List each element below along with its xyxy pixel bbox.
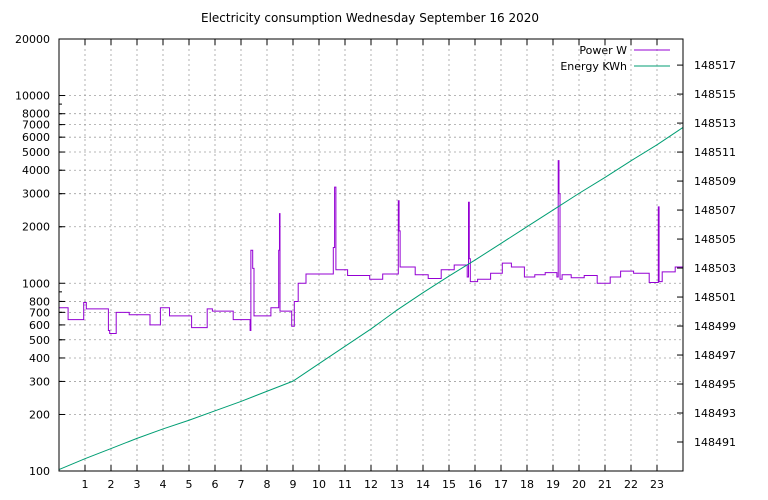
x-tick-label: 12 <box>364 478 378 491</box>
y2-tick-label: 148499 <box>694 320 736 333</box>
x-tick-label: 17 <box>494 478 508 491</box>
chart-title: Electricity consumption Wednesday Septem… <box>201 11 539 25</box>
y-tick-label: 2000 <box>22 221 50 234</box>
x-tick-label: 13 <box>390 478 404 491</box>
y-tick-label: 1000 <box>22 277 50 290</box>
y2-tick-label: 148495 <box>694 378 736 391</box>
y-tick-label: 700 <box>29 306 50 319</box>
legend-label: Power W <box>579 44 627 57</box>
x-tick-label: 7 <box>238 478 245 491</box>
y-tick-label: 600 <box>29 319 50 332</box>
x-tick-label: 9 <box>290 478 297 491</box>
y-tick-label: 100 <box>29 465 50 478</box>
y-tick-label: 10000 <box>15 90 50 103</box>
x-tick-label: 11 <box>338 478 352 491</box>
x-tick-label: 22 <box>624 478 638 491</box>
y-tick-label: 200 <box>29 408 50 421</box>
y2-tick-label: 148493 <box>694 407 736 420</box>
ticks: 1 2 3 4 5 6 7 8 9 10 11 12 13 14 15 16 17 18 19 20 21 22 23100… <box>15 33 736 491</box>
y-tick-label: 20000 <box>15 33 50 46</box>
y-tick-label: 4000 <box>22 164 50 177</box>
y-tick-label: 300 <box>29 375 50 388</box>
y2-tick-label: 148505 <box>694 233 736 246</box>
x-tick-label: 10 <box>312 478 326 491</box>
grid <box>59 39 683 471</box>
y2-tick-label: 148509 <box>694 175 736 188</box>
y-tick-label: 8000 <box>22 108 50 121</box>
plot-frame <box>58 38 684 472</box>
y2-tick-label: 148501 <box>694 291 736 304</box>
y2-tick-label: 148497 <box>694 349 736 362</box>
y2-tick-label: 148503 <box>694 262 736 275</box>
series-line-energy <box>58 127 684 471</box>
y-tick-label: 3000 <box>22 188 50 201</box>
y-tick-label: 800 <box>29 295 50 308</box>
x-tick-label: 8 <box>264 478 271 491</box>
legend: Power W Energy KWh <box>560 44 670 73</box>
y-tick-label: 5000 <box>22 146 50 159</box>
y-tick-label: 500 <box>29 334 50 347</box>
x-tick-label: 18 <box>520 478 534 491</box>
y-tick-label: 400 <box>29 352 50 365</box>
x-tick-label: 3 <box>134 478 141 491</box>
x-tick-label: 6 <box>212 478 219 491</box>
x-tick-label: 19 <box>546 478 560 491</box>
y2-tick-label: 148517 <box>694 59 736 72</box>
y2-tick-label: 148515 <box>694 88 736 101</box>
x-tick-label: 1 <box>82 478 89 491</box>
y2-tick-label: 148511 <box>694 146 736 159</box>
x-tick-label: 4 <box>160 478 167 491</box>
y-tick-label: 7000 <box>22 119 50 132</box>
y2-tick-label: 148513 <box>694 117 736 130</box>
x-tick-label: 20 <box>572 478 586 491</box>
legend-label: Energy KWh <box>560 60 627 73</box>
x-tick-label: 21 <box>598 478 612 491</box>
y2-tick-label: 148507 <box>694 204 736 217</box>
series-layer <box>58 127 684 471</box>
x-tick-label: 16 <box>468 478 482 491</box>
x-tick-label: 5 <box>186 478 193 491</box>
series-line-power <box>59 160 683 334</box>
x-tick-label: 14 <box>416 478 430 491</box>
x-tick-label: 15 <box>442 478 456 491</box>
y-tick-label: 6000 <box>22 131 50 144</box>
y2-tick-label: 148491 <box>694 436 736 449</box>
x-tick-label: 2 <box>108 478 115 491</box>
x-tick-label: 23 <box>650 478 664 491</box>
